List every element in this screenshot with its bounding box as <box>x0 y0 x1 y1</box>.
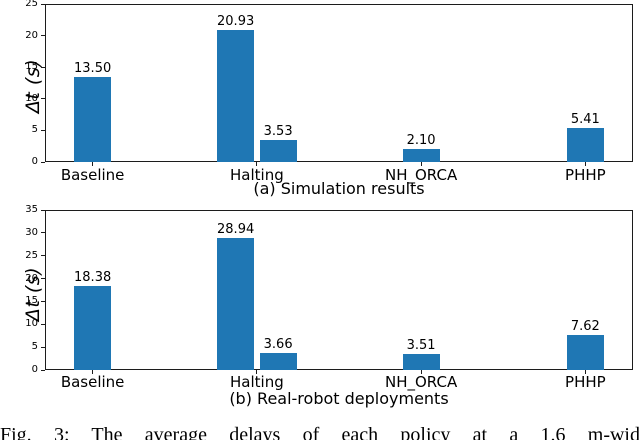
y-tick-mark <box>41 300 45 302</box>
y-tick-label: 0 <box>31 156 38 167</box>
x-tick-mark <box>420 162 422 166</box>
y-tick-label: 20 <box>25 272 38 284</box>
y-tick-label: 0 <box>31 364 38 375</box>
x-tick-mark <box>584 370 586 374</box>
bar <box>566 127 604 162</box>
plot-area-simulation <box>45 4 633 162</box>
y-tick-mark <box>41 209 45 211</box>
bar-value-label: 3.53 <box>263 123 293 139</box>
bar-value-label: 7.62 <box>570 319 600 335</box>
x-tick-mark <box>92 370 94 374</box>
x-tick-label: Halting <box>230 166 284 184</box>
x-tick-label: Baseline <box>60 373 125 391</box>
y-tick-label: 5 <box>31 341 38 353</box>
bar <box>74 285 112 370</box>
figure-caption: Fig. 3: The average delays of each polic… <box>0 424 640 440</box>
x-tick-mark <box>256 370 258 374</box>
bar-value-label: 28.94 <box>217 221 255 237</box>
bar-value-label: 5.41 <box>570 111 600 127</box>
x-tick-mark <box>420 370 422 374</box>
bar <box>402 353 440 370</box>
y-tick-label: 35 <box>25 204 38 215</box>
x-tick-label: PHHP <box>565 373 606 391</box>
y-tick-label: 5 <box>31 124 38 136</box>
x-tick-label: Halting <box>230 373 284 391</box>
y-tick-mark <box>41 278 45 280</box>
bar-value-label: 3.66 <box>263 337 293 353</box>
x-tick-mark <box>256 162 258 166</box>
y-tick-label: 25 <box>25 249 38 261</box>
bar <box>217 29 255 162</box>
y-tick-label: 10 <box>25 92 38 104</box>
x-tick-mark <box>584 162 586 166</box>
x-tick-label: NH_ORCA <box>385 166 458 184</box>
x-tick-label: NH_ORCA <box>385 373 458 391</box>
bar <box>259 139 297 162</box>
y-tick-mark <box>41 346 45 348</box>
y-tick-label: 20 <box>25 29 38 41</box>
y-tick-mark <box>41 35 45 37</box>
bar-value-label: 20.93 <box>217 13 255 29</box>
bar-value-label: 2.10 <box>406 132 436 148</box>
y-tick-mark <box>41 323 45 325</box>
subcaption-b: (b) Real-robot deployments <box>229 389 449 408</box>
y-tick-label: 15 <box>25 61 38 73</box>
y-tick-label: 30 <box>25 226 38 238</box>
y-tick-mark <box>41 66 45 68</box>
x-tick-label: PHHP <box>565 166 606 184</box>
y-tick-mark <box>41 255 45 257</box>
bar <box>566 335 604 370</box>
y-tick-mark <box>41 161 45 163</box>
y-tick-mark <box>41 129 45 131</box>
bar-value-label: 3.51 <box>406 337 436 353</box>
bar <box>74 76 112 162</box>
y-tick-mark <box>41 232 45 234</box>
chart-real-robot-deployments: Δt (s) (b) Real-robot deployments 0 5 10 15… <box>0 204 640 423</box>
bar <box>217 237 255 370</box>
plot-area-real-robot <box>45 210 633 370</box>
bar-value-label: 18.38 <box>74 269 112 285</box>
chart-simulation-results: Δt (s) (a) Simulation results 0 5 10 15 20 25… <box>0 0 640 206</box>
y-tick-mark <box>41 3 45 5</box>
x-tick-label: Baseline <box>60 166 125 184</box>
subcaption-a: (a) Simulation results <box>253 179 425 198</box>
bar-value-label: 13.50 <box>74 60 112 76</box>
y-tick-label: 15 <box>25 295 38 307</box>
y-tick-label: 10 <box>25 318 38 330</box>
x-tick-mark <box>92 162 94 166</box>
y-tick-mark <box>41 98 45 100</box>
bar <box>402 148 440 162</box>
y-tick-label: 25 <box>25 0 38 9</box>
y-tick-mark <box>41 369 45 371</box>
bar <box>259 353 297 370</box>
